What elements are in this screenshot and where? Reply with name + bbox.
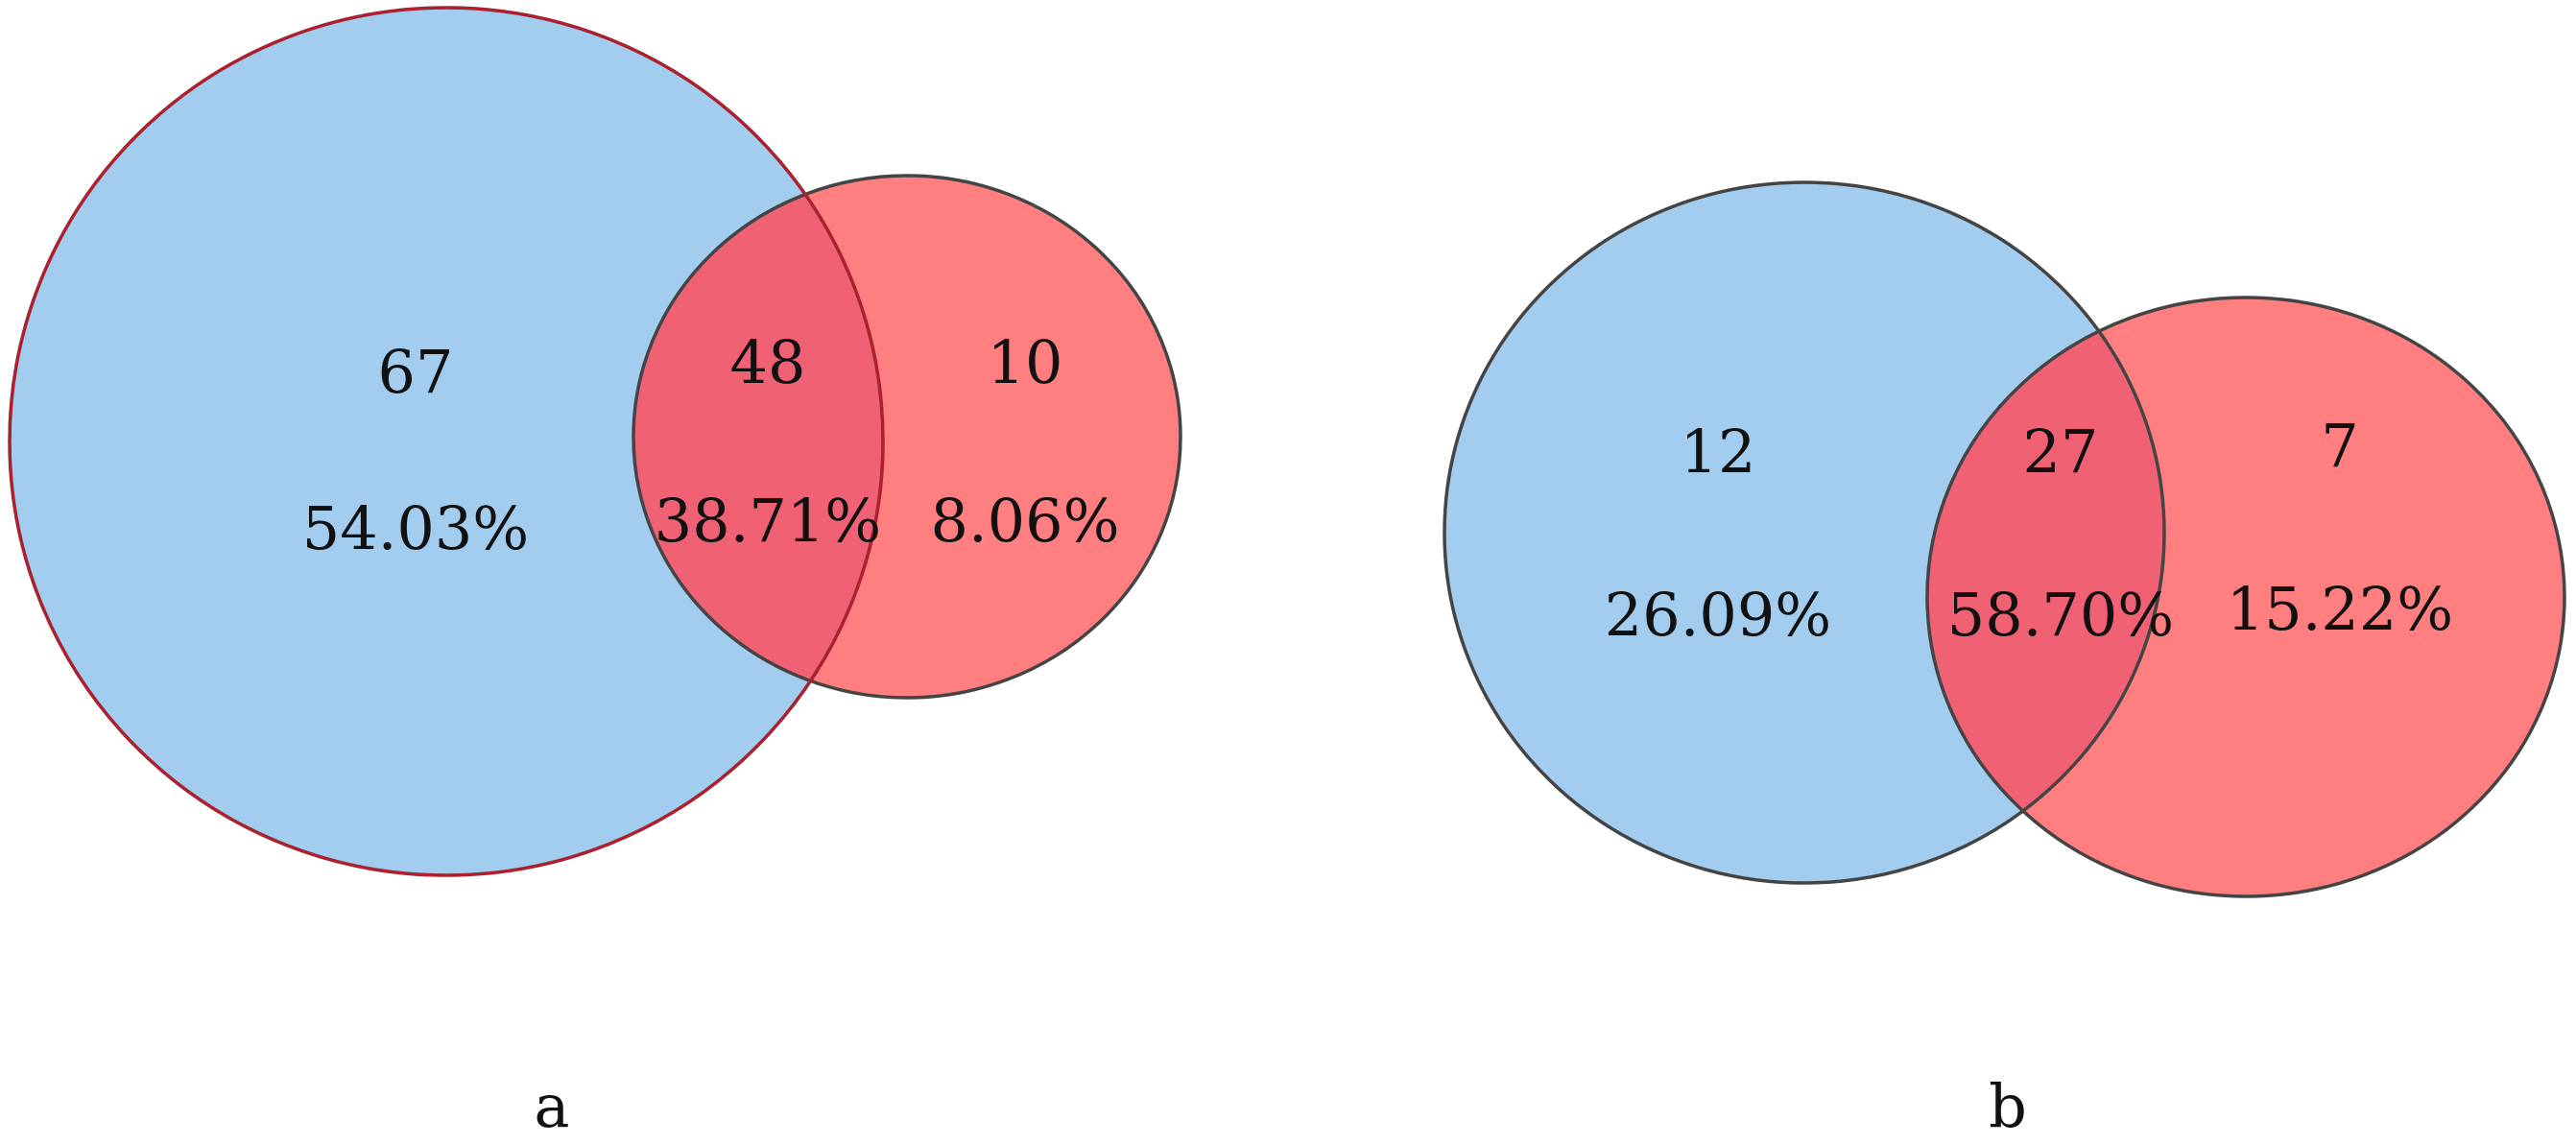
venn-panel-b: 12 26.09% 27 58.70% 7 15.22% b [1443, 180, 2566, 1141]
panel-a-overlap-percent: 38.71% [655, 486, 881, 556]
panel-b-left-outline [1443, 180, 2166, 885]
panel-b-left-count: 12 [1681, 417, 1756, 487]
panel-a-overlap-count: 48 [730, 327, 806, 397]
panel-a-overlap-arc [8, 6, 885, 877]
panel-b-right-count: 7 [2321, 411, 2358, 481]
panel-a-left-percent: 54.03% [302, 493, 529, 563]
panel-a-right-outline [632, 174, 1182, 700]
panel-a-label: a [535, 1071, 570, 1141]
panel-a-left-circle [10, 8, 883, 875]
panel-b-right-percent: 15.22% [2227, 574, 2453, 644]
panel-a-overlap-region [633, 176, 883, 698]
venn-panel-a: 67 54.03% 48 38.71% 10 8.06% a [8, 6, 1182, 1141]
panel-b-overlap-region [1927, 298, 2164, 883]
panel-b-left-percent: 26.09% [1605, 580, 1831, 650]
panel-a-right-count: 10 [988, 327, 1063, 397]
panel-b-label: b [1989, 1071, 2027, 1141]
panel-a-right-percent: 8.06% [931, 486, 1120, 556]
panel-a-left-count: 67 [378, 337, 454, 407]
panel-b-overlap-count: 27 [2023, 417, 2099, 487]
panel-b-overlap-percent: 58.70% [1947, 580, 2174, 650]
panel-b-right-outline [1925, 296, 2566, 898]
